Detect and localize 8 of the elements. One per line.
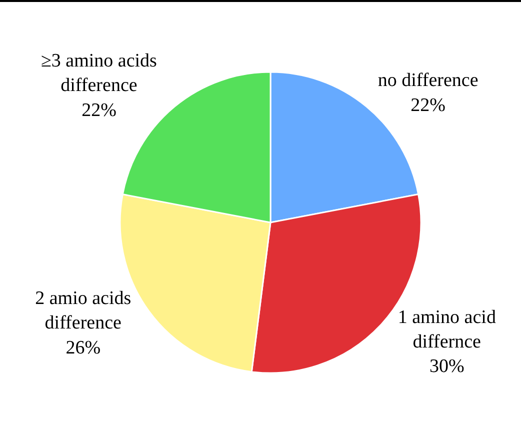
- data-label: 26%: [66, 337, 101, 358]
- slice-label: no difference: [378, 70, 478, 92]
- slice-label: 1 amino acid differnce: [398, 306, 496, 353]
- data-label: 30%: [429, 356, 464, 378]
- data-label: 22%: [82, 100, 117, 121]
- slice-label: 2 amio acids difference: [35, 288, 132, 334]
- data-label: 22%: [410, 94, 446, 116]
- slice-label: ≥3 amino acids difference: [41, 50, 157, 96]
